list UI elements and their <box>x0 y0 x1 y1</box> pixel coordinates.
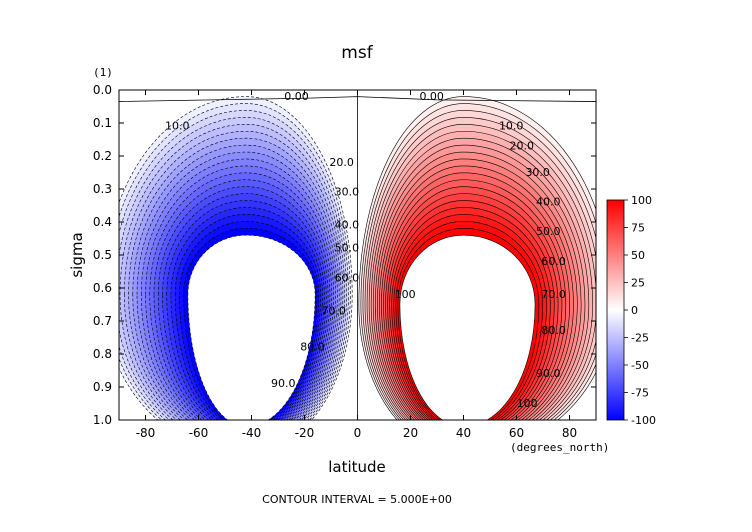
contour-label: 100 <box>395 288 416 301</box>
contour-label: 40.0 <box>536 196 561 209</box>
contour-label: 10.0 <box>165 120 190 133</box>
contour-level-negative <box>187 234 316 420</box>
contour-label: 70.0 <box>321 304 346 317</box>
colorbar-tick-label: -100 <box>631 414 656 427</box>
x-axis-title: latitude <box>328 458 386 476</box>
contour-label: 40.0 <box>335 219 360 232</box>
contour-label: 30.0 <box>335 186 360 199</box>
y-tick-label: 0.9 <box>93 380 112 394</box>
contour-label: 80.0 <box>541 324 566 337</box>
colorbar-tick-label: 25 <box>631 277 645 290</box>
x-tick-label: -80 <box>136 426 156 440</box>
contour-label: 60.0 <box>335 271 360 284</box>
contour-label: 70.0 <box>541 288 566 301</box>
colorbar-tick-label: 100 <box>631 194 652 207</box>
colorbar-tick-label: 0 <box>631 304 638 317</box>
y-tick-label: 1.0 <box>93 413 112 427</box>
contour-field: 0.00 0.00 10.0 20.0 30.0 40.0 50.0 60.0 70.0 80.0… <box>119 90 596 420</box>
y-tick-label: 0.6 <box>93 281 112 295</box>
contour-label: 20.0 <box>329 156 354 169</box>
contour-label: 100 <box>517 397 538 410</box>
y-axis-title: sigma <box>68 232 86 277</box>
colorbar-gradient <box>606 199 625 421</box>
x-tick-label: 40 <box>456 426 471 440</box>
contour-label: 50.0 <box>335 242 360 255</box>
x-tick-label: 20 <box>403 426 418 440</box>
contour-interval-footer: CONTOUR INTERVAL = 5.000E+00 <box>262 493 452 506</box>
colorbar-ticks: 100 75 50 25 0 -25 -50 -75 -100 <box>624 194 656 427</box>
y-axis: 0.0 0.1 0.2 0.3 0.4 0.5 0.6 0.7 0.8 0.9 1.0 <box>93 83 596 427</box>
colorbar-tick-label: 75 <box>631 222 645 235</box>
plot-area: 0.00 0.00 10.0 20.0 30.0 40.0 50.0 60.0 70.0 80.0… <box>119 90 596 420</box>
contour-label: 10.0 <box>499 120 524 133</box>
contour-label: 80.0 <box>300 341 325 354</box>
contour-label: 0.00 <box>284 90 309 103</box>
contour-level-positive <box>399 234 536 420</box>
colorbar-tick-label: -25 <box>631 332 649 345</box>
x-tick-label: -60 <box>189 426 209 440</box>
x-tick-label: -20 <box>295 426 315 440</box>
y-tick-label: 0.8 <box>93 347 112 361</box>
contour-label: 60.0 <box>541 255 566 268</box>
contour-label: 90.0 <box>536 367 561 380</box>
y-tick-label: 0.1 <box>93 116 112 130</box>
x-tick-label: 60 <box>509 426 524 440</box>
y-tick-label: 0.7 <box>93 314 112 328</box>
y-tick-label: 0.2 <box>93 149 112 163</box>
y-tick-label: 0.5 <box>93 248 112 262</box>
x-units-label: (degrees_north) <box>510 441 609 454</box>
contour-label: 50.0 <box>536 225 561 238</box>
contour-label: 20.0 <box>510 139 535 152</box>
y-tick-label: 0.4 <box>93 215 112 229</box>
colorbar-tick-label: 50 <box>631 249 645 262</box>
contour-label: 30.0 <box>525 166 550 179</box>
x-tick-label: 80 <box>562 426 577 440</box>
y-tick-label: 0.0 <box>93 83 112 97</box>
x-axis: -80 -60 -40 -20 0 20 40 60 80 <box>136 90 577 440</box>
colorbar: 100 75 50 25 0 -25 -50 -75 -100 <box>606 194 656 427</box>
y-units-label: (1) <box>93 66 113 79</box>
x-tick-label: -40 <box>242 426 262 440</box>
chart-title: msf <box>341 43 373 63</box>
contour-label: 0.00 <box>419 90 444 103</box>
colorbar-tick-label: -50 <box>631 359 649 372</box>
contour-label: 90.0 <box>271 377 296 390</box>
x-tick-label: 0 <box>354 426 362 440</box>
colorbar-tick-label: -75 <box>631 387 649 400</box>
y-tick-label: 0.3 <box>93 182 112 196</box>
